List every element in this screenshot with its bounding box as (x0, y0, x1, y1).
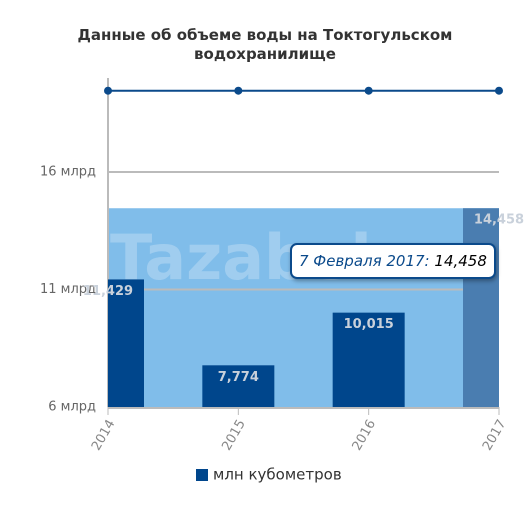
legend-swatch (196, 469, 208, 481)
plot (108, 208, 499, 407)
bar (108, 279, 144, 407)
hover-band (108, 208, 499, 407)
x-tick-label: 2017 (480, 417, 510, 453)
marker (495, 86, 503, 95)
x-tick-label: 2016 (350, 417, 380, 453)
legend-label: млн кубометров (213, 466, 342, 484)
data-label: 14,458 (474, 213, 524, 228)
marker (234, 86, 243, 95)
bar (463, 208, 499, 407)
bar (332, 312, 405, 407)
x-tick-label: 2014 (89, 417, 119, 453)
data-label: 7,774 (218, 370, 259, 385)
marker (364, 86, 373, 95)
y-tick-label: 11 млрд (40, 282, 96, 297)
bar (202, 365, 275, 407)
tooltip-value: 14,458 (434, 252, 487, 270)
data-label: 11,429 (83, 284, 133, 299)
x-tick-label: 2015 (219, 417, 249, 453)
marker (104, 86, 112, 95)
tooltip-date: 7 Февраля 2017: (299, 252, 430, 270)
chart-title: Данные об объеме воды на Токтогульском в… (77, 26, 453, 63)
y-tick-label: 6 млрд (48, 400, 96, 415)
data-label: 10,015 (344, 317, 394, 332)
tooltip: 7 Февраля 2017: 14,458 (290, 243, 496, 279)
y-tick-label: 16 млрд (40, 165, 96, 180)
